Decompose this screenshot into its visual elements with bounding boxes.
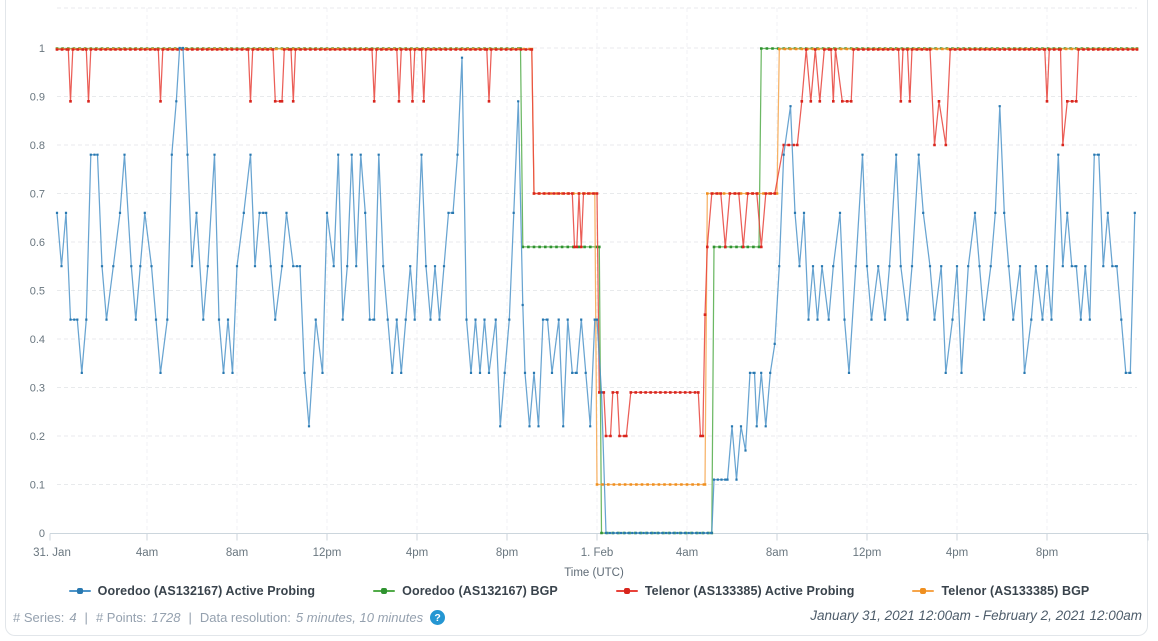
y-tick-label: 0.6: [30, 237, 45, 249]
legend-line-marker-icon: [68, 587, 91, 594]
y-tick-label: 0: [39, 528, 45, 540]
series-count-value: 4: [69, 610, 77, 625]
legend-line-marker-icon: [615, 587, 638, 594]
x-tick-label: 4am: [136, 547, 158, 559]
x-tick-label: 4pm: [406, 547, 428, 559]
y-tick-label: 0.7: [30, 189, 45, 201]
legend-line-marker-icon: [373, 587, 396, 594]
legend-item-telenor-as133385-active-probing[interactable]: Telenor (AS133385) Active Probing: [615, 584, 855, 598]
x-tick-label: 31. Jan: [33, 547, 71, 559]
x-tick-label: 4pm: [946, 547, 968, 559]
x-tick-label: 8pm: [1036, 547, 1058, 559]
time-series-chart: 31. Jan 4am 8am 12pm 4pm 8pm 1. Feb 4am 8am 12pm 4…: [30, 7, 1149, 579]
y-tick-label: 1: [39, 43, 45, 55]
y-tick-label: 0.1: [30, 480, 45, 492]
legend-item-telenor-as133385-bgp[interactable]: Telenor (AS133385) BGP: [912, 584, 1089, 598]
help-icon[interactable]: ?: [430, 610, 446, 625]
y-tick-label: 0.9: [30, 92, 45, 104]
x-tick-label: 4am: [676, 547, 698, 559]
y-tick-label: 0.8: [30, 140, 45, 152]
legend-dot-icon: [76, 587, 83, 594]
x-tick-label: 12pm: [853, 547, 882, 559]
meta-separator: |: [84, 610, 88, 625]
resolution-value: 5 minutes, 10 minutes: [295, 610, 424, 625]
points-count-value: 1728: [151, 610, 181, 625]
legend-item-ooredoo-as132167-bgp[interactable]: Ooredoo (AS132167) BGP: [373, 584, 558, 598]
legend-dot-icon: [920, 587, 927, 594]
x-axis-title: Time (UTC): [564, 567, 624, 579]
chart-meta-bar: # Series: 4 | # Points: 1728 | Data resolu…: [13, 610, 446, 625]
resolution-label: Data resolution:: [199, 610, 291, 625]
x-tick-label: 1. Feb: [581, 547, 614, 559]
y-tick-label: 0.4: [30, 334, 45, 346]
x-tick-label: 8pm: [496, 547, 518, 559]
legend-line-marker-icon: [912, 587, 935, 594]
legend-label: Telenor (AS133385) BGP: [941, 584, 1090, 598]
chart-legend: Ooredoo (AS132167) Active Probing Ooredoo…: [0, 584, 1158, 598]
x-tick-label: 8am: [226, 547, 248, 559]
legend-dot-icon: [623, 587, 630, 594]
meta-separator: |: [188, 610, 192, 625]
x-tick-label: 12pm: [313, 547, 342, 559]
legend-label: Ooredoo (AS132167) Active Probing: [97, 584, 316, 598]
legend-label: Ooredoo (AS132167) BGP: [402, 584, 558, 598]
legend-label: Telenor (AS133385) Active Probing: [644, 584, 855, 598]
points-count-label: # Points:: [95, 610, 147, 625]
legend-item-ooredoo-as132167-active-probing[interactable]: Ooredoo (AS132167) Active Probing: [68, 584, 316, 598]
y-tick-label: 0.3: [30, 383, 45, 395]
y-tick-label: 0.5: [30, 286, 45, 298]
series-count-label: # Series:: [13, 610, 65, 625]
x-tick-label: 8am: [766, 547, 788, 559]
series-line-ooredoo-as132167-active-probing: [56, 47, 1136, 534]
chart-card-border: [5, 0, 1148, 636]
legend-dot-icon: [381, 587, 388, 594]
y-tick-label: 0.2: [30, 431, 45, 443]
date-range-label: January 31, 2021 12:00am - February 2, 2…: [810, 608, 1142, 623]
